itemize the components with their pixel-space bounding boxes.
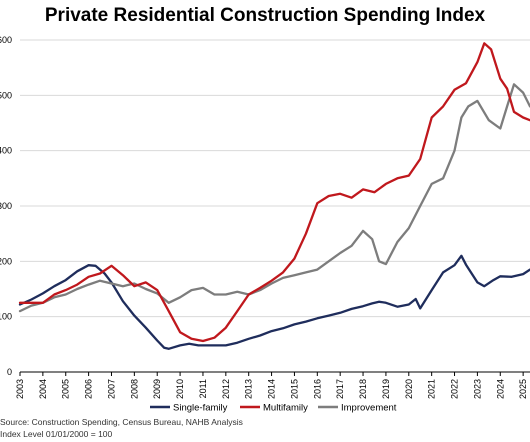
legend-label-single-family: Single-family: [173, 403, 228, 414]
x-tick-label: 2004: [38, 379, 48, 399]
y-tick-label: 100: [0, 312, 12, 322]
x-tick-label: 2010: [175, 379, 185, 399]
x-tick-label: 2024: [495, 379, 505, 399]
x-tick-label: 2020: [404, 379, 414, 399]
x-tick-label: 2014: [267, 379, 277, 399]
series-line-improvement: [18, 83, 530, 313]
y-tick-label: 300: [0, 201, 12, 211]
legend-label-improvement: Improvement: [341, 403, 397, 414]
series-lines: [18, 42, 530, 350]
y-tick-label: 0: [7, 367, 12, 377]
x-tick-label: 2005: [61, 379, 71, 399]
x-tick-label: 2009: [152, 379, 162, 399]
series-line-multifamily: [18, 42, 530, 343]
x-tick-label: 2018: [358, 379, 368, 399]
y-tick-label: 400: [0, 146, 12, 156]
x-tick-label: 2003: [15, 379, 25, 399]
x-tick-label: 2021: [427, 379, 437, 399]
y-axis-ticks: 0 100 200 300 400 500 600: [0, 35, 12, 377]
index-note: Index Level 01/01/2000 = 100: [0, 429, 113, 439]
y-tick-label: 200: [0, 256, 12, 266]
x-tick-label: 2019: [381, 379, 391, 399]
x-tick-label: 2015: [289, 379, 299, 399]
x-tick-label: 2011: [198, 379, 208, 398]
x-tick-label: 2023: [472, 379, 482, 399]
y-tick-label: 600: [0, 35, 12, 45]
legend: Single-family Multifamily Improvement: [150, 403, 397, 414]
x-tick-label: 2022: [450, 379, 460, 399]
x-axis: 2003 2004 2005 2006 2007 2008 2009 2010 2011 2012…: [15, 371, 530, 399]
x-tick-label: 2012: [221, 379, 231, 399]
x-tick-label: 2008: [129, 379, 139, 399]
gridlines: [20, 39, 530, 318]
x-tick-label: 2025: [518, 379, 528, 399]
chart-title: Private Residential Construction Spendin…: [44, 5, 486, 26]
x-tick-label: 2007: [106, 379, 116, 399]
x-tick-label: 2017: [335, 379, 345, 399]
x-tick-label: 2016: [312, 379, 322, 399]
legend-label-multifamily: Multifamily: [263, 403, 308, 414]
source-note: Source: Construction Spending, Census Bu…: [0, 417, 243, 427]
x-tick-label: 2006: [84, 379, 94, 399]
y-tick-label: 500: [0, 90, 12, 100]
x-tick-label: 2013: [244, 379, 254, 399]
series-line-single-family: [18, 254, 530, 350]
